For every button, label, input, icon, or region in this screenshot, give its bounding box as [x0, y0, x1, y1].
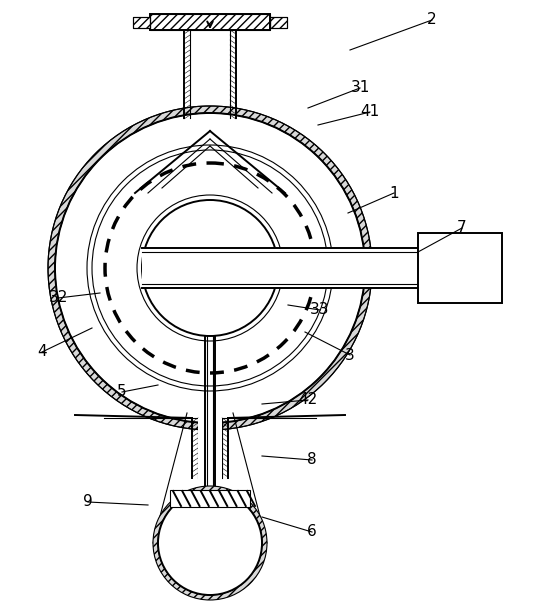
Text: 41: 41 — [360, 105, 380, 120]
Bar — [150, 14, 270, 30]
Bar — [142, 248, 420, 288]
Bar — [198, 418, 222, 495]
Circle shape — [142, 200, 278, 336]
Bar — [133, 17, 150, 28]
Bar — [170, 490, 250, 507]
Text: 6: 6 — [307, 524, 317, 539]
Text: 2: 2 — [427, 13, 437, 28]
Text: 9: 9 — [83, 494, 93, 509]
Text: 33: 33 — [310, 302, 330, 317]
Text: 42: 42 — [299, 393, 318, 408]
Bar — [418, 233, 502, 303]
Bar — [150, 14, 270, 30]
Circle shape — [158, 491, 262, 595]
Bar — [133, 17, 150, 28]
Text: 8: 8 — [307, 453, 317, 468]
Bar — [270, 17, 287, 28]
Text: 7: 7 — [457, 220, 467, 235]
Wedge shape — [48, 106, 372, 430]
Bar — [270, 17, 287, 28]
Wedge shape — [153, 486, 267, 600]
Text: 32: 32 — [48, 291, 68, 305]
Text: 1: 1 — [389, 185, 399, 200]
Text: 31: 31 — [350, 81, 370, 96]
Text: 4: 4 — [37, 344, 47, 359]
Text: 5: 5 — [117, 385, 127, 400]
Text: 3: 3 — [345, 347, 355, 362]
